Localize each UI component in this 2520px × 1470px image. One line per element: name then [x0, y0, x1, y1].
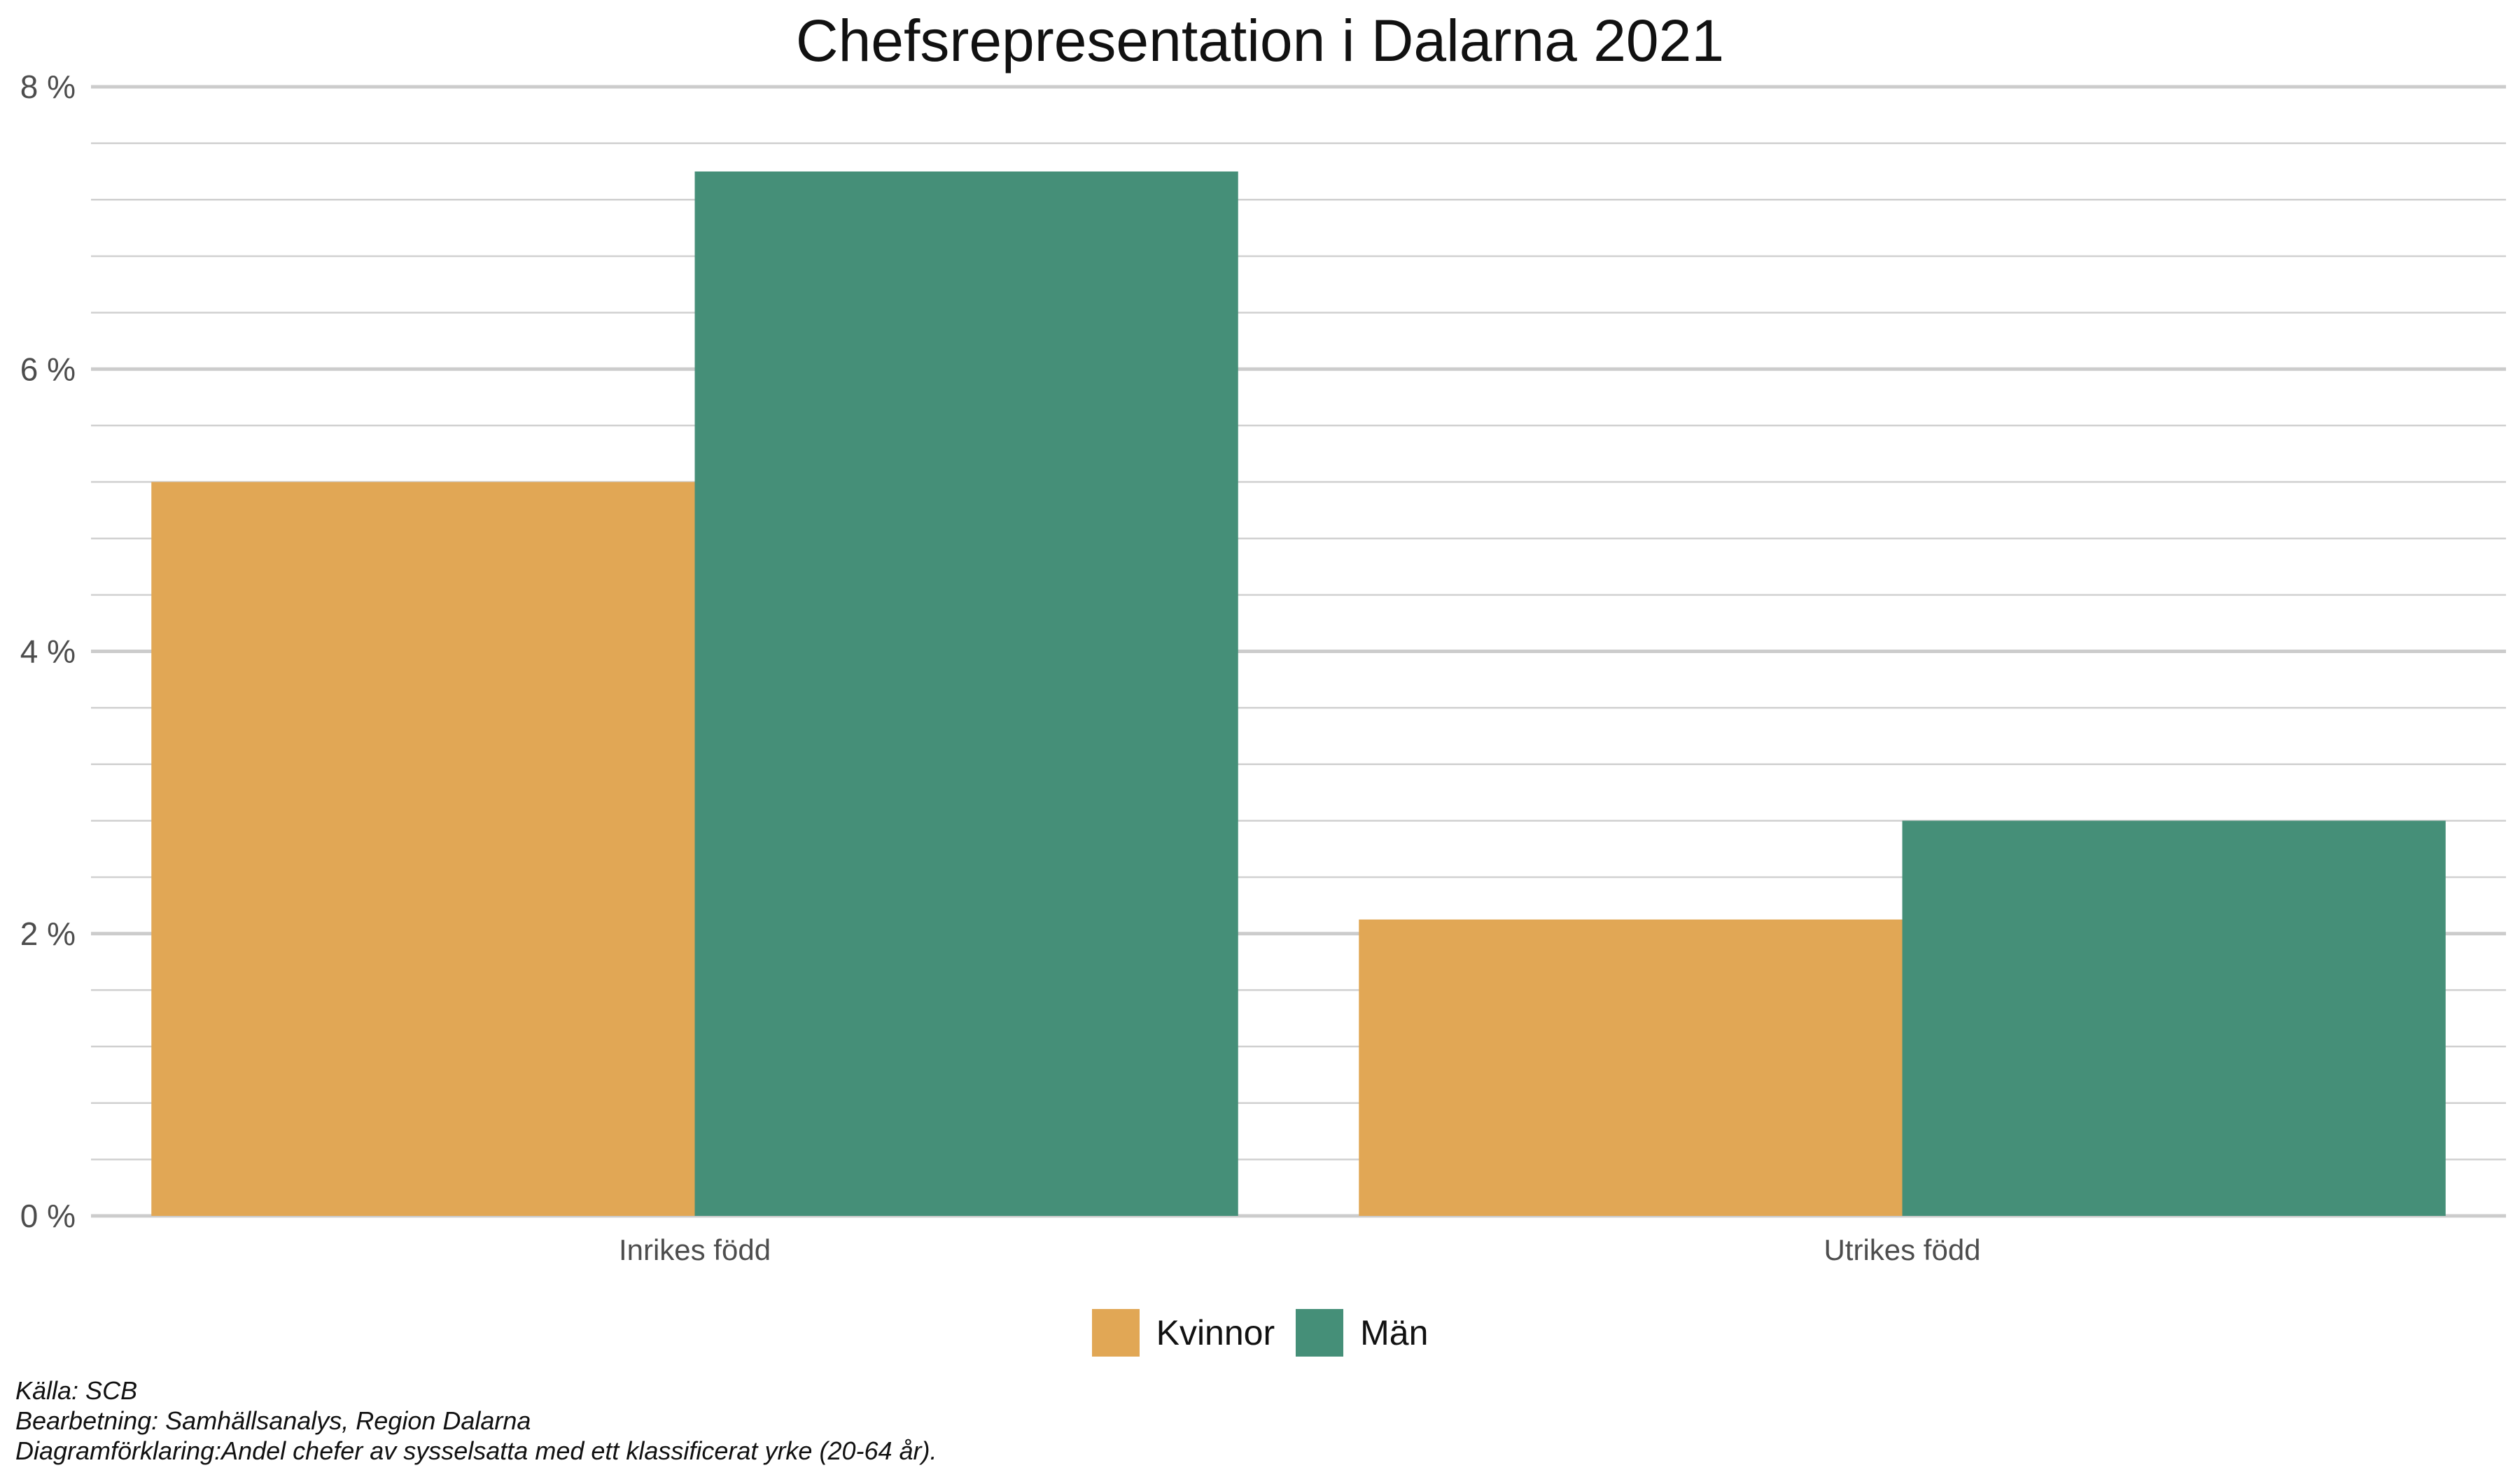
- y-axis-ticks: 0 % 2 % 4 % 6 % 8 %: [20, 69, 76, 1234]
- bar-inrikes-f-dd-m-n: [694, 171, 1238, 1217]
- bar-inrikes-f-dd-kvinnor: [151, 482, 695, 1216]
- legend-label-kvinnor: Kvinnor: [1156, 1313, 1275, 1352]
- chart-title: Chefsrepresentation i Dalarna 2021: [795, 8, 1725, 74]
- y-tick-label: 8 %: [20, 69, 76, 105]
- y-tick-label: 0 %: [20, 1198, 76, 1234]
- explanation-note: Diagramförklaring:Andel chefer av syssel…: [15, 1436, 937, 1465]
- y-tick-label: 6 %: [20, 351, 76, 387]
- x-tick-label: Inrikes född: [619, 1233, 771, 1266]
- legend-label-man: Män: [1360, 1313, 1429, 1352]
- legend-item-man: Män: [1296, 1309, 1428, 1357]
- chart-notes: Källa: SCB Bearbetning: Samhällsanalys, …: [15, 1376, 937, 1466]
- chart-plot: 0 % 2 % 4 % 6 % 8 % Inrikes född Utrikes född: [20, 69, 2506, 1266]
- bars: [151, 171, 2446, 1217]
- legend: Kvinnor Män: [0, 1309, 2520, 1357]
- legend-swatch-man: [1296, 1309, 1344, 1357]
- y-tick-label: 4 %: [20, 634, 76, 670]
- bar-utrikes-f-dd-m-n: [1902, 820, 2446, 1216]
- x-axis-ticks: Inrikes född Utrikes född: [619, 1233, 1981, 1266]
- legend-item-kvinnor: Kvinnor: [1091, 1309, 1275, 1357]
- x-tick-label: Utrikes född: [1823, 1233, 1980, 1266]
- y-tick-label: 2 %: [20, 916, 76, 952]
- bar-utrikes-f-dd-kvinnor: [1359, 919, 1903, 1216]
- processing-note: Bearbetning: Samhällsanalys, Region Dala…: [15, 1406, 531, 1435]
- source-note: Källa: SCB: [15, 1376, 138, 1405]
- legend-swatch-kvinnor: [1091, 1309, 1140, 1357]
